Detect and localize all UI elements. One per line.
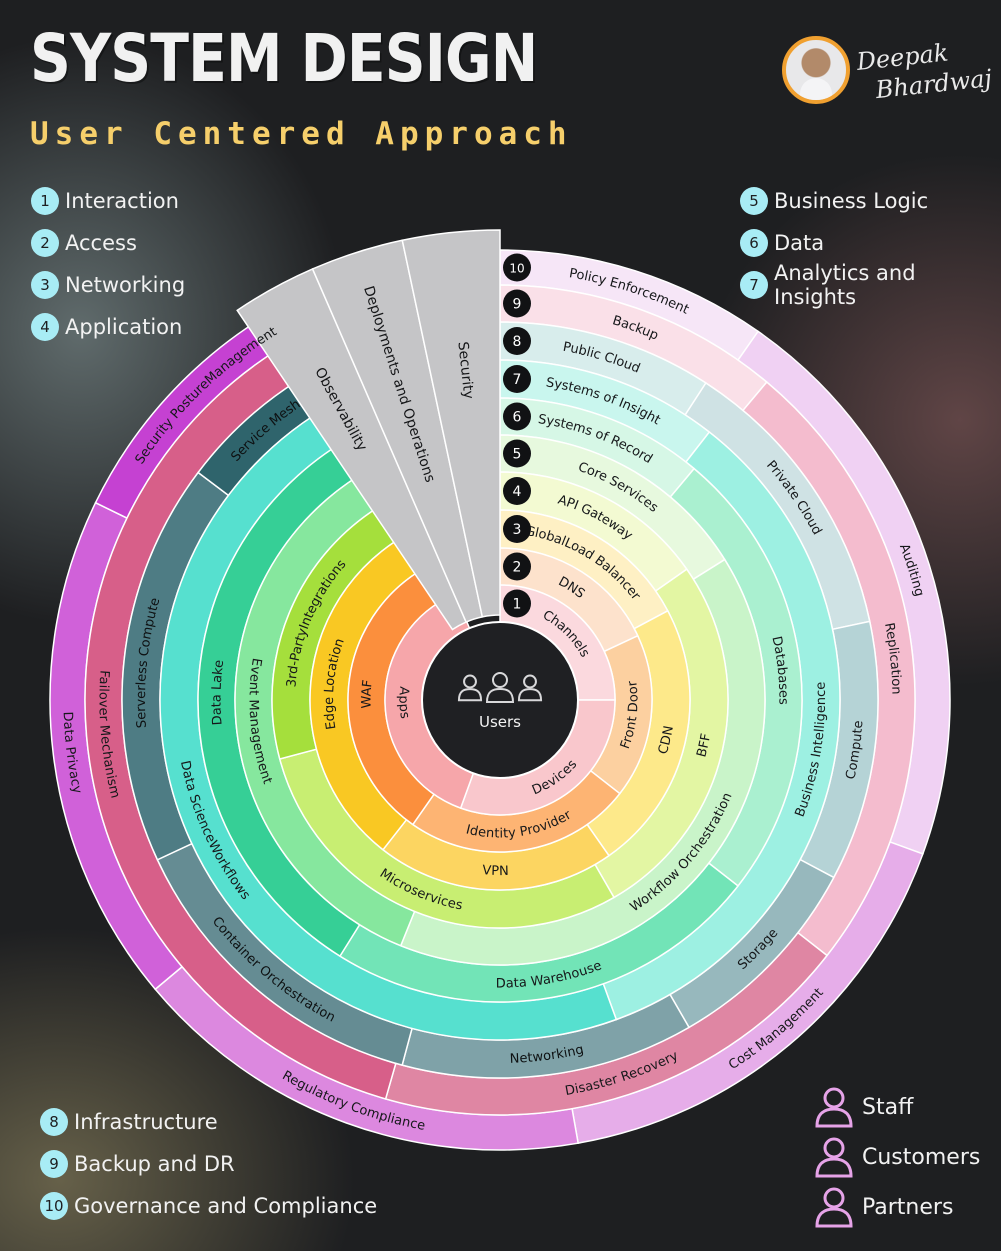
legend-number-badge: 9	[40, 1150, 68, 1178]
wedge-segment-security	[401, 229, 501, 618]
ring-number-badge: 5	[503, 439, 531, 468]
legend-number-badge: 4	[31, 313, 59, 341]
users-hub-label: Users	[479, 713, 521, 731]
legend-number-badge: 7	[740, 271, 768, 299]
segment-label-bff: BFF	[694, 732, 714, 759]
legend-number-badge: 8	[40, 1108, 68, 1136]
legend-number-badge: 5	[740, 187, 768, 215]
users-key-item: Customers	[812, 1132, 980, 1182]
legend-item: 10 Governance and Compliance	[40, 1185, 377, 1227]
legend-item: 9 Backup and DR	[40, 1143, 377, 1185]
users-key-label: Customers	[862, 1144, 981, 1170]
legend-label: Backup and DR	[74, 1152, 235, 1176]
wedge-label-security: Security	[454, 341, 476, 400]
svg-text:1: 1	[513, 597, 522, 613]
svg-text:9: 9	[513, 297, 522, 313]
segment-label-vpn: VPN	[482, 863, 509, 879]
layer-legend-left: 1 Interaction 2 Access 3 Networking 4 Applic…	[31, 180, 185, 348]
svg-text:8: 8	[513, 334, 522, 350]
person-icon	[815, 1087, 853, 1128]
legend-item: 3 Networking	[31, 264, 185, 306]
legend-item: 6 Data	[740, 222, 1001, 264]
layer-legend-bottom: 8 Infrastructure 9 Backup and DR 10 Governa…	[40, 1101, 377, 1227]
ring-number-badge: 3	[503, 515, 531, 543]
legend-number-badge: 1	[31, 187, 59, 215]
svg-text:2: 2	[513, 560, 522, 576]
ring-number-badge: 10	[503, 253, 531, 282]
ring-number-badge: 1	[503, 589, 531, 618]
legend-label: Access	[65, 231, 137, 255]
legend-number-badge: 6	[740, 229, 768, 257]
svg-text:5: 5	[513, 447, 522, 463]
legend-label: Networking	[65, 273, 186, 297]
legend-number-badge: 3	[31, 271, 59, 299]
legend-label: Interaction	[65, 189, 179, 213]
layer-legend-right: 5 Business Logic 6 Data 7 Analytics and Ins…	[740, 180, 1001, 309]
users-key: Staff Customers Partners	[812, 1082, 980, 1232]
legend-label: Business Logic	[774, 189, 929, 213]
svg-text:3: 3	[513, 522, 522, 538]
legend-item: 5 Business Logic	[740, 180, 1001, 222]
legend-item: 1 Interaction	[31, 180, 185, 222]
segment-label-data-lake: Data Lake	[209, 659, 227, 726]
ring-number-badge: 4	[503, 477, 531, 505]
legend-item: 7 Analytics and Insights	[740, 261, 1001, 309]
legend-number-badge: 2	[31, 229, 59, 257]
users-hub	[421, 621, 579, 779]
svg-text:7: 7	[513, 372, 522, 388]
ring-number-badge: 7	[503, 365, 531, 393]
segment-label-waf: WAF	[359, 679, 376, 709]
author-avatar	[782, 36, 850, 104]
svg-text:6: 6	[513, 410, 522, 426]
page-title: SYSTEM DESIGN	[30, 20, 538, 97]
svg-text:4: 4	[513, 484, 522, 500]
legend-label: Governance and Compliance	[74, 1194, 378, 1218]
legend-label: Infrastructure	[74, 1110, 218, 1134]
users-group-icon	[457, 672, 543, 703]
users-key-item: Partners	[812, 1182, 980, 1232]
segment-label-apps: Apps	[396, 686, 413, 720]
legend-number-badge: 10	[40, 1192, 68, 1220]
ring-number-badge: 6	[503, 402, 531, 431]
users-key-label: Partners	[862, 1194, 954, 1220]
legend-label: Data	[774, 231, 825, 255]
ring-number-badge: 2	[503, 552, 531, 581]
segment-label-cdn: CDN	[655, 724, 676, 756]
users-key-label: Staff	[862, 1094, 914, 1120]
legend-item: 2 Access	[31, 222, 185, 264]
page-subtitle: User Centered Approach	[30, 116, 573, 152]
person-icon	[815, 1187, 853, 1228]
svg-text:10: 10	[509, 262, 524, 276]
ring-number-badge: 8	[503, 327, 531, 355]
legend-item: 8 Infrastructure	[40, 1101, 377, 1143]
person-icon	[815, 1137, 853, 1178]
legend-label: Application	[65, 315, 183, 339]
users-key-item: Staff	[812, 1082, 980, 1132]
legend-label: Analytics and Insights	[774, 261, 916, 309]
legend-item: 4 Application	[31, 306, 185, 348]
author-badge: Deepak Bhardwaj	[782, 36, 993, 126]
ring-number-badge: 9	[503, 289, 531, 318]
